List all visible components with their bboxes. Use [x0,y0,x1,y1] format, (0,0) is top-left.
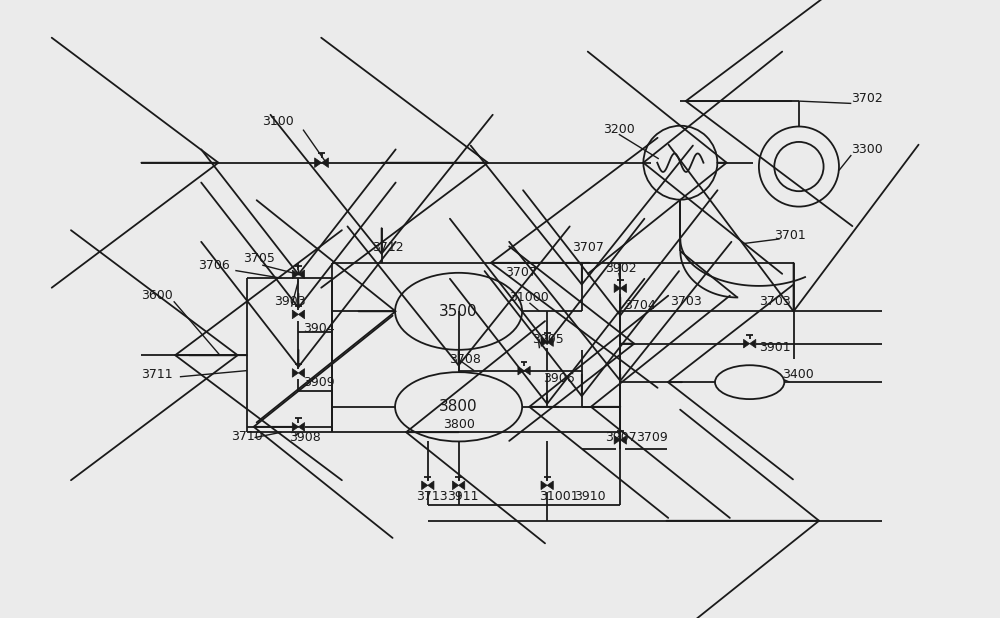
Text: 3703: 3703 [759,295,791,308]
Polygon shape [452,481,459,489]
Polygon shape [315,158,322,167]
Text: 3710: 3710 [231,430,263,442]
Text: 3200: 3200 [603,123,635,136]
Text: 3712: 3712 [372,241,404,254]
Text: 3709: 3709 [636,431,667,444]
Text: 3800: 3800 [443,418,475,431]
Polygon shape [298,310,305,319]
Polygon shape [614,284,620,292]
Text: 3706: 3706 [198,258,230,272]
Polygon shape [298,368,305,377]
Polygon shape [292,310,298,319]
Polygon shape [620,436,626,444]
Polygon shape [292,423,298,431]
Polygon shape [518,366,524,375]
Text: 3500: 3500 [439,304,478,319]
Text: 3100: 3100 [262,116,294,129]
Polygon shape [292,368,298,377]
Polygon shape [541,481,547,489]
Text: 3909: 3909 [303,376,335,389]
Polygon shape [524,366,530,375]
Polygon shape [298,423,305,431]
Text: 3707: 3707 [573,241,604,254]
Text: 3907: 3907 [605,431,637,444]
Text: 3600: 3600 [141,289,173,302]
Polygon shape [298,270,305,279]
Polygon shape [614,436,620,444]
Text: 3905: 3905 [532,333,564,346]
Polygon shape [292,270,298,279]
Text: 3910: 3910 [574,489,606,502]
Polygon shape [744,339,750,348]
Text: 3908: 3908 [289,431,321,444]
Text: 3704: 3704 [624,298,656,311]
Text: 3904: 3904 [303,322,335,335]
Polygon shape [620,284,626,292]
Polygon shape [547,338,553,347]
Polygon shape [428,481,434,489]
Text: 3903: 3903 [274,295,305,308]
Text: 3701: 3701 [774,229,806,242]
Text: 3911: 3911 [447,489,479,502]
Text: 3702: 3702 [851,92,883,105]
Polygon shape [422,481,428,489]
Text: 3713: 3713 [416,489,448,502]
Text: 3708: 3708 [449,352,481,366]
Polygon shape [322,158,328,167]
Text: 3703: 3703 [670,295,702,308]
Text: 3300: 3300 [851,143,883,156]
Polygon shape [459,481,465,489]
Text: 31001: 31001 [539,489,579,502]
Text: 3400: 3400 [782,368,814,381]
Text: 3705: 3705 [243,253,275,266]
Text: 3711: 3711 [141,368,173,381]
Text: 3901: 3901 [759,341,791,354]
Text: 3707: 3707 [505,266,537,279]
Text: 3902: 3902 [605,261,637,274]
Text: 3800: 3800 [439,399,478,414]
Polygon shape [750,339,756,348]
Polygon shape [547,481,553,489]
Polygon shape [541,338,547,347]
Text: 3906: 3906 [543,372,575,385]
Text: 31000: 31000 [509,291,548,304]
